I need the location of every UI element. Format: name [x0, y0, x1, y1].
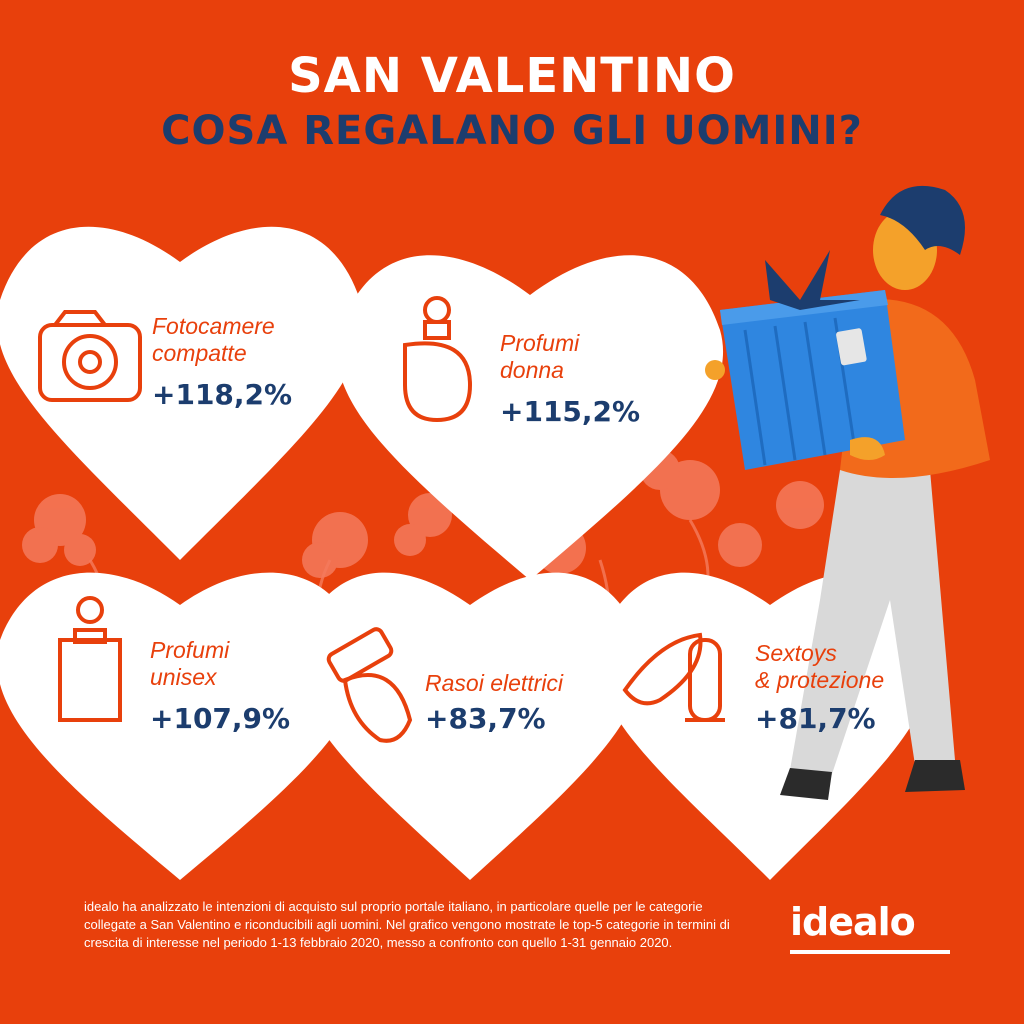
perfume-bottle-icon	[403, 296, 473, 423]
card-label-rasoi: Rasoi elettrici	[425, 670, 564, 696]
card-label-profumi-unisex: Profumi unisex	[150, 637, 230, 690]
idealo-logo: idealo	[790, 900, 916, 944]
page-title: SAN VALENTINO	[288, 48, 736, 104]
card-value-profumi-unisex: +107,9%	[150, 702, 291, 735]
card-label-fotocamere: Fotocamere compatte	[152, 313, 275, 366]
mask-condom-icon	[622, 632, 725, 722]
card-value-profumi-donna: +115,2%	[500, 395, 641, 428]
footer-note: idealo ha analizzato le intenzioni di ac…	[84, 899, 730, 950]
flower-decoration	[22, 450, 824, 578]
heart-card-4	[296, 572, 644, 880]
heart-card-3	[0, 572, 364, 880]
card-value-sextoys: +81,7%	[755, 702, 876, 735]
card-label-profumi-donna: Profumi donna	[500, 330, 580, 383]
unisex-perfume-icon	[58, 596, 122, 722]
card-value-fotocamere: +118,2%	[152, 378, 293, 411]
card-label-sextoys: Sextoys & protezione	[755, 640, 885, 693]
man-illustration	[705, 185, 990, 800]
card-value-rasoi: +83,7%	[425, 702, 546, 735]
camera-icon	[38, 310, 142, 402]
logo-underline	[790, 950, 950, 954]
electric-razor-icon	[326, 627, 413, 743]
page-subtitle: COSA REGALANO GLI UOMINI?	[161, 108, 863, 154]
